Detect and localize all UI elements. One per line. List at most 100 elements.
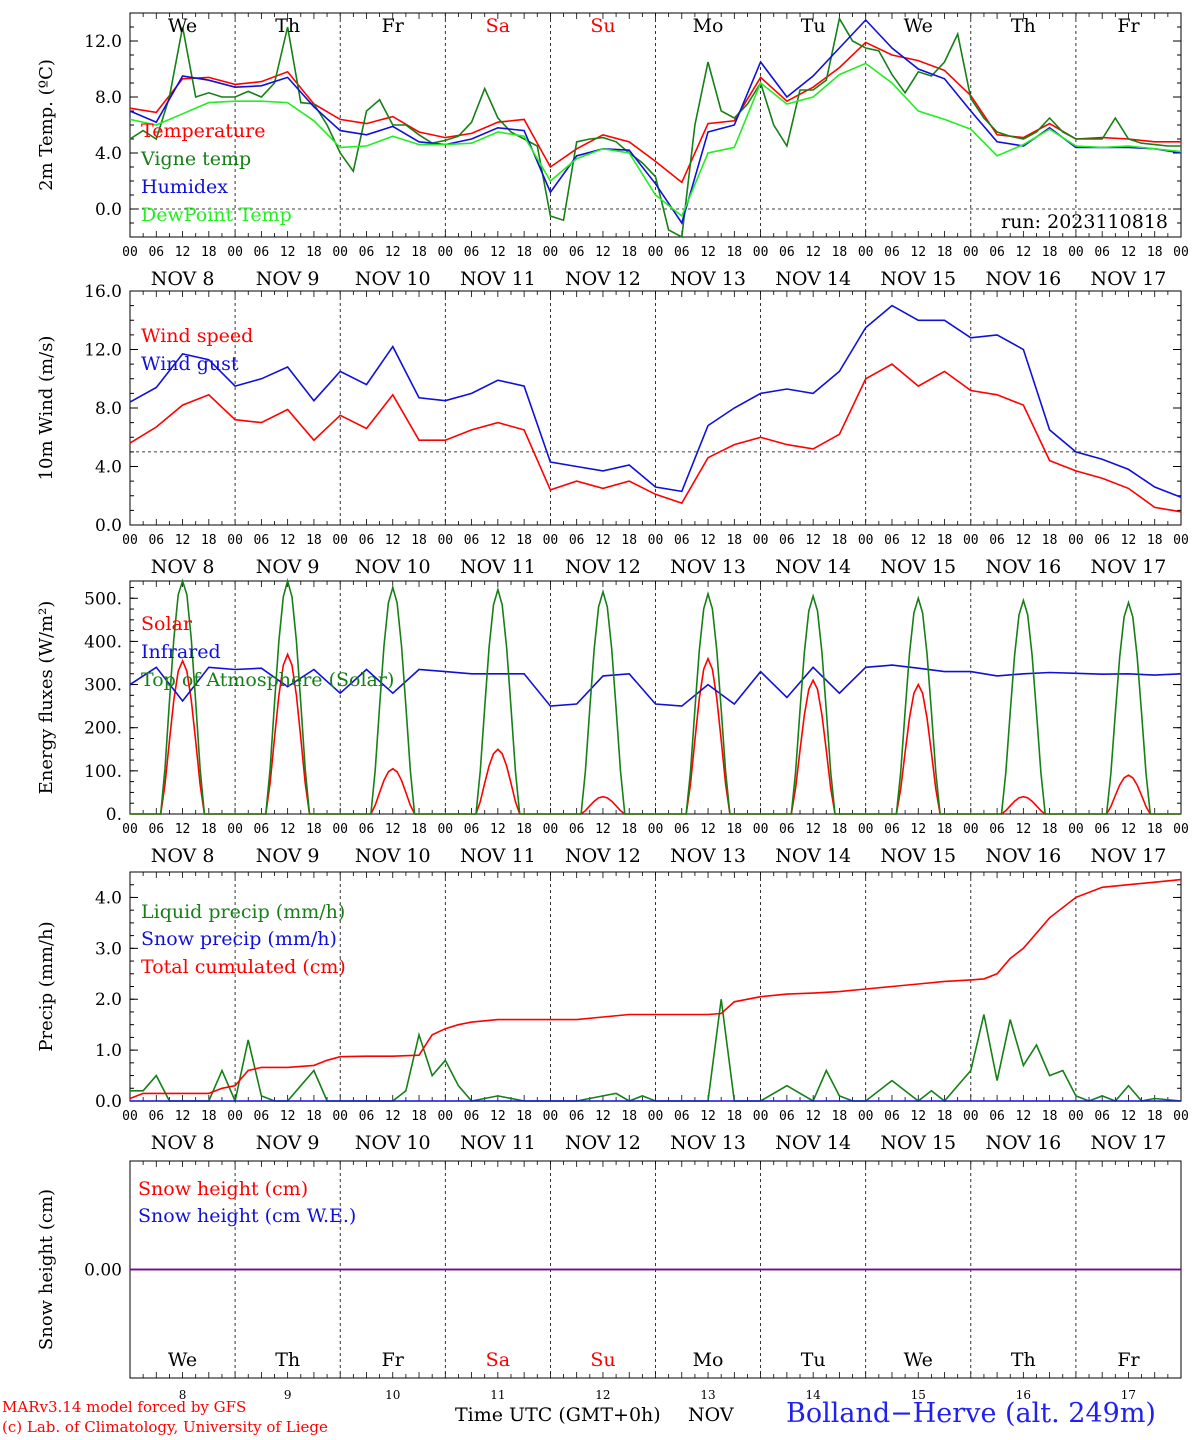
- date-label: NOV 16: [985, 556, 1061, 578]
- hour-label: 12: [595, 533, 611, 548]
- y-tick-label: 3.0: [95, 939, 122, 959]
- hour-label: 12: [1016, 1109, 1032, 1124]
- hour-label: 18: [1042, 245, 1058, 260]
- day-number-label: 9: [284, 1388, 292, 1402]
- hour-label: 12: [595, 822, 611, 837]
- day-number-label: 14: [806, 1388, 822, 1402]
- date-label: NOV 16: [985, 268, 1061, 290]
- hour-label: 12: [700, 1109, 716, 1124]
- date-label: NOV 15: [880, 268, 956, 290]
- credit-line-1: MARv3.14 model forced by GFS: [2, 1398, 247, 1416]
- hour-label: 06: [148, 822, 164, 837]
- hour-label: 12: [1016, 533, 1032, 548]
- hour-label: 18: [1042, 1109, 1058, 1124]
- hour-label: 06: [884, 1109, 900, 1124]
- hour-label: 12: [175, 1109, 191, 1124]
- hour-label: 18: [726, 822, 742, 837]
- hour-label: 18: [937, 245, 953, 260]
- date-label: NOV 16: [985, 1132, 1061, 1154]
- y-tick-label: 8.0: [95, 399, 122, 419]
- hour-label: 12: [1121, 1109, 1137, 1124]
- y-tick-label: 0.0: [95, 1092, 122, 1112]
- credit-line-2: (c) Lab. of Climatology, University of L…: [2, 1418, 328, 1436]
- date-label: NOV 9: [256, 556, 320, 578]
- date-label: NOV 15: [880, 845, 956, 867]
- legend-entry: Snow height (cm W.E.): [138, 1205, 356, 1227]
- weekday-label: We: [168, 1349, 197, 1371]
- hour-label: 18: [832, 822, 848, 837]
- hour-label: 18: [516, 533, 532, 548]
- hour-label: 06: [569, 822, 585, 837]
- date-label: NOV 17: [1091, 845, 1167, 867]
- hour-label: 00: [437, 245, 453, 260]
- hour-label: 12: [280, 1109, 296, 1124]
- hour-label: 06: [359, 533, 375, 548]
- hour-label: 06: [464, 822, 480, 837]
- date-label: NOV 12: [565, 268, 641, 290]
- hour-label: 00: [1173, 822, 1189, 837]
- run-label: run: 2023110818: [1001, 211, 1168, 233]
- legend-entry: Wind speed: [141, 325, 253, 347]
- hour-label: 06: [989, 533, 1005, 548]
- day-number-label: 8: [179, 1388, 187, 1402]
- hour-label: 12: [805, 533, 821, 548]
- legend-entry: Vigne temp: [140, 148, 251, 170]
- hour-label: 00: [1173, 533, 1189, 548]
- y-tick-label: 4.0: [95, 458, 122, 478]
- hour-label: 06: [779, 1109, 795, 1124]
- legend-entry: Temperature: [141, 120, 265, 142]
- hour-label: 18: [1042, 533, 1058, 548]
- day-number-label: 17: [1121, 1388, 1136, 1402]
- hour-label: 00: [963, 1109, 979, 1124]
- weekday-label: Su: [590, 15, 615, 37]
- date-label: NOV 13: [670, 556, 746, 578]
- y-tick-label: 4.0: [95, 888, 122, 908]
- y-tick-label: 100.: [84, 762, 122, 782]
- hour-label: 18: [201, 822, 217, 837]
- hour-label: 06: [254, 533, 270, 548]
- hour-label: 18: [306, 822, 322, 837]
- series-line-wind-speed: [129, 363, 1182, 513]
- date-label: NOV 14: [775, 268, 851, 290]
- hour-label: 12: [1016, 245, 1032, 260]
- weekday-label: Fr: [382, 1349, 405, 1371]
- hour-label: 06: [359, 245, 375, 260]
- hour-label: 12: [700, 822, 716, 837]
- hour-label: 18: [832, 1109, 848, 1124]
- hour-label: 18: [1147, 822, 1163, 837]
- hour-label: 12: [910, 1109, 926, 1124]
- date-label: NOV 10: [355, 1132, 431, 1154]
- hour-label: 00: [122, 533, 138, 548]
- date-label: NOV 15: [880, 556, 956, 578]
- legend-entry: Liquid precip (mm/h): [141, 901, 345, 923]
- day-number-label: 10: [385, 1388, 400, 1402]
- hour-label: 00: [753, 245, 769, 260]
- series-line-dewpoint-temp: [129, 62, 1182, 218]
- hour-label: 06: [148, 533, 164, 548]
- hour-label: 18: [1147, 533, 1163, 548]
- hour-label: 12: [1121, 245, 1137, 260]
- hour-label: 12: [385, 1109, 401, 1124]
- hour-label: 12: [910, 533, 926, 548]
- hour-label: 18: [937, 533, 953, 548]
- hour-label: 12: [280, 245, 296, 260]
- hour-label: 00: [437, 822, 453, 837]
- y-tick-label: 1.0: [95, 1041, 122, 1061]
- hour-label: 06: [1094, 822, 1110, 837]
- hour-label: 12: [175, 533, 191, 548]
- hour-label: 06: [464, 1109, 480, 1124]
- y-tick-label: 12.0: [84, 341, 122, 361]
- hour-label: 18: [411, 245, 427, 260]
- hour-label: 12: [910, 822, 926, 837]
- day-number-label: 13: [700, 1388, 715, 1402]
- legend-entry: Snow height (cm): [138, 1178, 308, 1200]
- hour-label: 18: [726, 533, 742, 548]
- date-label: NOV 13: [670, 845, 746, 867]
- hour-label: 18: [937, 1109, 953, 1124]
- legend-entry: Snow precip (mm/h): [141, 928, 337, 950]
- hour-label: 06: [674, 533, 690, 548]
- date-label: NOV 8: [151, 268, 215, 290]
- hour-label: 00: [437, 1109, 453, 1124]
- hour-label: 12: [385, 245, 401, 260]
- legend-entry: Top of Atmosphere (Solar): [141, 669, 394, 691]
